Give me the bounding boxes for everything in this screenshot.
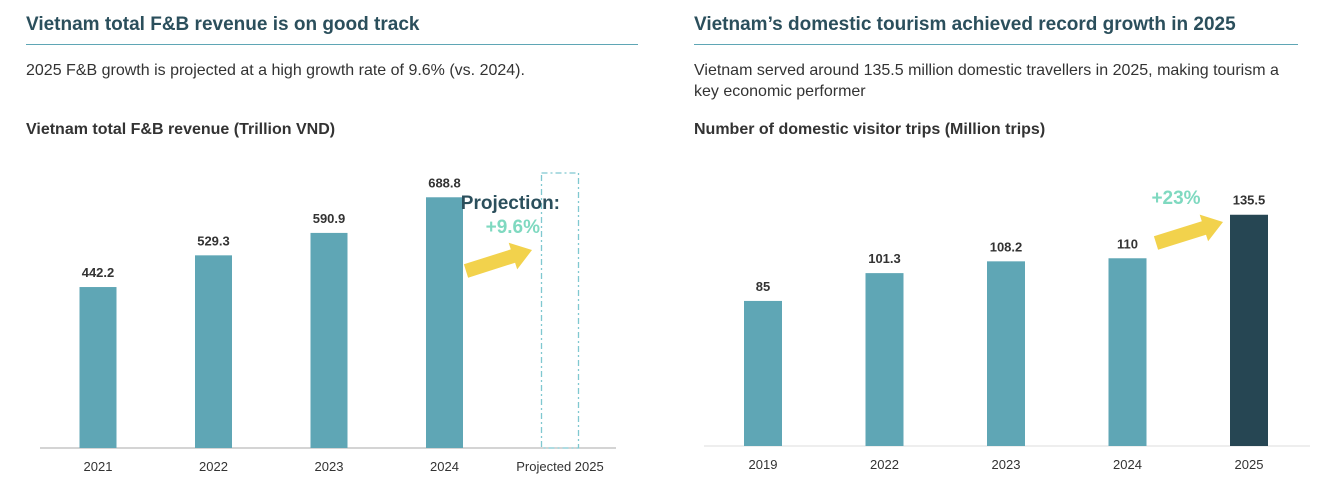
left-subtitle: 2025 F&B growth is projected at a high g…: [26, 62, 525, 79]
left-panel: Vietnam total F&B revenue is on good tra…: [26, 14, 638, 474]
bar-2023: [987, 261, 1025, 446]
bar-2024: [1108, 258, 1147, 446]
x-tick-2022: 2022: [870, 457, 899, 472]
x-tick-2022: 2022: [199, 459, 228, 474]
bar-2023: [310, 232, 348, 448]
right-heading: Vietnam’s domestic tourism achieved reco…: [694, 14, 1236, 35]
right-chart-title: Number of domestic visitor trips (Millio…: [694, 121, 1046, 138]
value-label-2021: 442.2: [82, 265, 115, 280]
domestic-trips-chart: 85 2019 101.3 2022 108.2 2023 110 2024 135.5 2025…: [704, 188, 1310, 472]
bar-2024: [426, 197, 463, 448]
value-label-2024: 688.8: [428, 175, 461, 190]
right-panel: Vietnam’s domestic tourism achieved reco…: [664, 0, 1328, 488]
x-tick-2023: 2023: [992, 457, 1021, 472]
left-heading-rule: [26, 44, 638, 45]
projection-label: Projection:: [461, 193, 560, 214]
x-tick-2024: 2024: [430, 459, 459, 474]
growth-arrow: [463, 242, 532, 278]
value-label-2022: 101.3: [868, 251, 901, 266]
left-heading: Vietnam total F&B revenue is on good tra…: [26, 14, 420, 35]
bar-2022: [865, 273, 904, 446]
left-chart-title: Vietnam total F&B revenue (Trillion VND): [26, 121, 336, 138]
value-label-2023: 590.9: [313, 211, 346, 226]
right-heading-rule: [694, 44, 1298, 45]
growth-label: +23%: [1151, 188, 1200, 209]
bar-2022: [195, 255, 232, 448]
x-tick-projected-2025: Projected 2025: [516, 459, 603, 474]
x-tick-2019: 2019: [749, 457, 778, 472]
x-tick-2024: 2024: [1113, 457, 1142, 472]
bar-2025: [1230, 214, 1268, 446]
projection-placeholder-box: [540, 172, 580, 449]
x-tick-2023: 2023: [315, 459, 344, 474]
bar-2019: [744, 300, 782, 446]
value-label-2019: 85: [756, 279, 770, 294]
x-tick-2025: 2025: [1235, 457, 1264, 472]
value-label-2023: 108.2: [990, 239, 1023, 254]
value-label-2024: 110: [1117, 236, 1138, 251]
value-label-2022: 529.3: [197, 233, 230, 248]
fb-revenue-chart: 442.2 2021 529.3 2022 590.9 2023 688.8 2024 Proj…: [40, 172, 616, 474]
growth-arrow: [1153, 214, 1223, 250]
bar-2021: [79, 287, 117, 448]
growth-label: +9.6%: [486, 217, 541, 238]
x-tick-2021: 2021: [84, 459, 113, 474]
value-label-2025: 135.5: [1233, 193, 1266, 208]
right-subtitle: Vietnam served around 135.5 million dome…: [694, 62, 1279, 100]
